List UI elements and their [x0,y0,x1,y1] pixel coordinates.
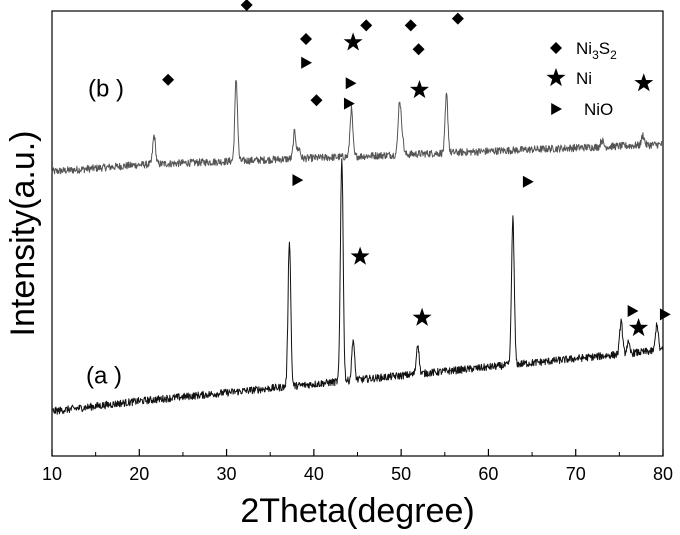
x-tick-label: 10 [42,464,62,484]
y-axis-title: Intensity(a.u.) [4,131,42,337]
trace-label-a: (a ) [86,363,122,390]
trace-labels: (b ) (a ) [86,75,124,389]
legend-triangle-icon [551,103,562,115]
triangle-marker [628,305,639,317]
triangle-marker [523,176,534,188]
plot-frame [52,11,663,456]
star-marker [413,308,432,326]
diamond-marker [162,74,174,86]
diamond-marker [405,19,417,31]
diamond-marker [360,19,372,31]
legend: Ni3S2 Ni NiO [547,39,618,119]
x-axis-title: 2Theta(degree) [240,492,474,530]
x-tick-label: 40 [304,464,324,484]
x-tick-label: 60 [478,464,498,484]
x-tick-label: 50 [391,464,411,484]
star-marker [634,73,653,91]
legend-diamond-icon [550,42,562,54]
diamond-marker [300,33,312,45]
diamond-marker [452,13,464,25]
diamond-marker [241,0,253,11]
triangle-marker [344,98,355,110]
star-marker [351,247,370,265]
series-line-a [52,159,663,414]
x-tick-label: 80 [653,464,673,484]
x-axis: 10 20 30 40 50 60 70 80 [42,449,673,484]
xrd-chart: 10 20 30 40 50 60 70 80 (b ) (a ) Ni3S2 Ni NiO 2Th… [0,0,680,535]
x-tick-label: 70 [566,464,586,484]
series-line-b [52,81,663,174]
legend-star-icon [547,68,566,86]
legend-label-ni: Ni [576,69,592,88]
star-marker [410,80,429,98]
triangle-marker [301,57,312,69]
x-tick-label: 30 [217,464,237,484]
star-marker [629,318,648,336]
legend-label-ni3s2: Ni3S2 [576,39,617,62]
triangle-marker [292,174,303,186]
diamond-marker [310,94,322,106]
diamond-marker [413,43,425,55]
triangle-marker [346,77,357,89]
trace-label-b: (b ) [88,75,124,102]
traces [52,81,663,415]
legend-label-nio: NiO [584,100,613,119]
x-tick-label: 20 [129,464,149,484]
triangle-marker [660,308,671,320]
star-marker [344,32,363,50]
